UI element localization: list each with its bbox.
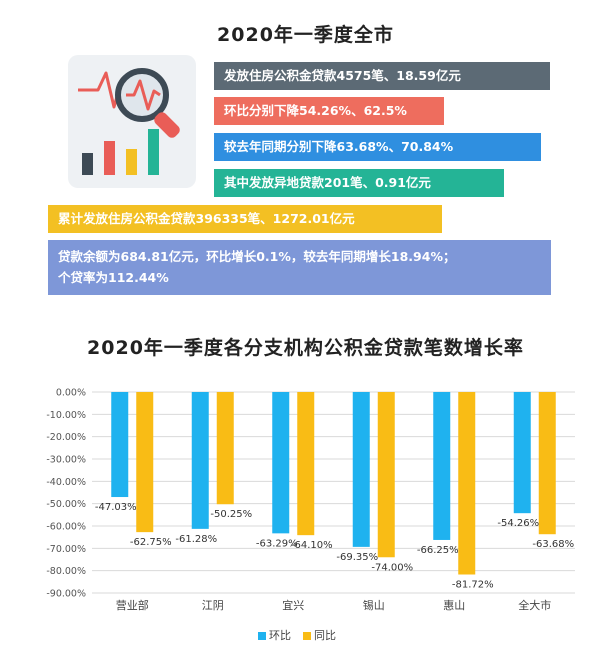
banner-yoy-decline: 较去年同期分别下降63.68%、70.84% [214,133,541,161]
bar-tongbi [377,392,395,558]
y-tick-label: -60.00% [46,522,86,533]
legend-swatch-tongbi [303,632,311,640]
legend-swatch-huanbi [258,632,266,640]
top-title: 2020年一季度全市 [217,24,394,46]
data-label-huanbi: -69.35% [336,552,378,563]
x-tick-label: 宜兴 [282,598,304,612]
bar-huanbi [191,392,209,529]
y-tick-label: -90.00% [46,589,86,600]
x-tick-label: 江阴 [202,599,224,612]
legend-label-huanbi: 环比 [269,629,291,642]
data-label-tongbi: -74.00% [371,562,413,573]
y-tick-label: -50.00% [46,499,86,510]
y-tick-label: -30.00% [46,455,86,466]
bar-huanbi [433,392,451,540]
banner-remote-loans: 其中发放异地贷款201笔、0.91亿元 [214,169,504,197]
chart-magnifier-icon [68,55,196,188]
data-label-tongbi: -63.68% [532,539,574,550]
bar-tongbi [458,392,476,575]
x-tick-label: 锡山 [363,598,385,612]
bar-huanbi [272,392,290,534]
bar-tongbi [216,392,234,505]
x-tick-label: 全大市 [518,598,551,612]
bar-tongbi [538,392,556,535]
legend-item-tongbi: 同比 [303,627,336,643]
chart-legend: 环比 同比 [258,627,336,643]
x-tick-label: 营业部 [116,598,149,612]
y-tick-label: -40.00% [46,477,86,488]
chart-title: 2020年一季度各分支机构公积金贷款笔数增长率 [87,337,524,359]
data-label-huanbi: -66.25% [417,545,459,556]
bar-chart: 0.00% -10.00% -20.00% -30.00% -40.00% -50.00%… [46,388,575,612]
bar-tongbi [297,392,315,536]
data-label-tongbi: -50.25% [210,509,252,520]
banner-loan-balance-line1: 贷款余额为684.81亿元，环比增长0.1%，较去年同期增长18.94%； [58,249,456,264]
bar-huanbi [352,392,370,547]
data-label-huanbi: -54.26% [497,518,539,529]
bar-huanbi [111,392,129,498]
y-tick-label: -10.00% [46,410,86,421]
data-label-huanbi: -47.03% [95,502,137,513]
legend-label-tongbi: 同比 [314,629,336,642]
legend-item-huanbi: 环比 [258,627,291,643]
y-tick-label: 0.00% [56,388,86,399]
data-label-huanbi: -63.29% [256,538,298,549]
banner-mom-decline: 环比分别下降54.26%、62.5% [214,97,444,125]
banner-loans-issued: 发放住房公积金贷款4575笔、18.59亿元 [214,62,550,90]
y-tick-label: -80.00% [46,566,86,577]
x-tick-label: 惠山 [443,598,465,612]
bar-huanbi [513,392,531,514]
data-label-tongbi: -62.75% [130,537,172,548]
data-label-tongbi: -81.72% [452,580,494,591]
banner-loan-balance-line2: 个贷率为112.44% [58,270,169,285]
bar-tongbi [136,392,154,533]
data-label-tongbi: -64.10% [291,540,333,551]
banner-cumulative-loans: 累计发放住房公积金贷款396335笔、1272.01亿元 [48,205,442,233]
y-tick-label: -20.00% [46,432,86,443]
data-label-huanbi: -61.28% [175,534,217,545]
banner-loan-balance: 贷款余额为684.81亿元，环比增长0.1%，较去年同期增长18.94%； 个贷… [48,240,551,295]
y-tick-label: -70.00% [46,544,86,555]
